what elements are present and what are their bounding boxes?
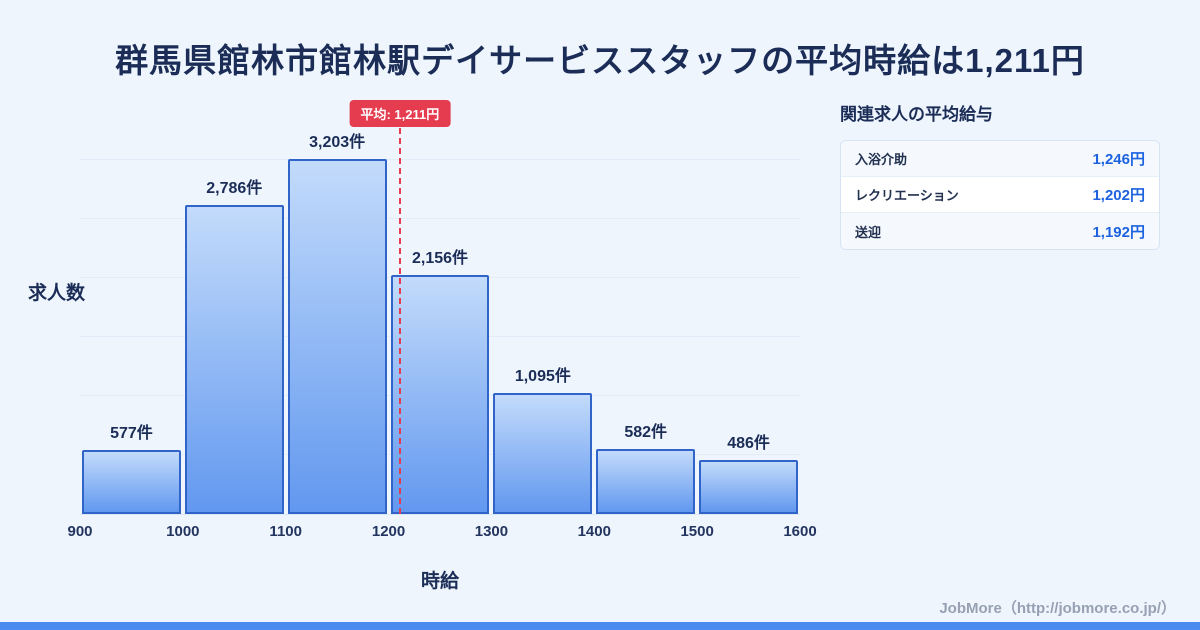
gridline — [80, 218, 800, 219]
related-job-value: 1,202円 — [1092, 187, 1145, 204]
x-tick-label: 1300 — [474, 523, 509, 540]
average-badge: 平均: 1,211円 — [349, 100, 451, 127]
bar-value-label: 577件 — [110, 425, 153, 442]
related-salary-panel-title: 関連求人の平均給与 — [840, 105, 993, 124]
x-tick-label: 1100 — [269, 523, 302, 540]
average-line — [398, 128, 401, 514]
bar-value-label: 2,786件 — [206, 180, 263, 197]
x-axis-label: 時給 — [420, 571, 459, 592]
histogram-bar-900-1000 — [82, 450, 181, 514]
related-job-label: 送迎 — [855, 224, 882, 240]
related-job-value: 1,246円 — [1092, 151, 1145, 168]
bar-value-label: 3,203件 — [309, 134, 366, 151]
gridline — [80, 159, 800, 160]
histogram-bar-1300-1400 — [493, 393, 593, 514]
bar-value-label: 1,095件 — [514, 368, 571, 385]
x-tick-label: 900 — [67, 523, 93, 540]
x-tick-label: 1200 — [371, 523, 406, 540]
related-salary-table: 入浴介助 1,246円レクリエーション 1,202円送迎 1,192円 — [840, 140, 1160, 250]
bars-layer: 577件 2,786件 3,203件 2,156件 1,095件 582件 486件 — [80, 100, 800, 514]
related-job-label: レクリエーション — [855, 188, 959, 203]
related-job-row: 入浴介助 1,246円 — [841, 141, 1159, 177]
bottom-accent-bar — [0, 622, 1200, 630]
x-tick-label: 1600 — [783, 523, 817, 540]
y-axis-label: 求人数 — [28, 283, 86, 304]
histogram-bar-1000-1100 — [184, 205, 284, 514]
histogram-bar-1400-1500 — [596, 449, 696, 514]
credit-text: JobMore（http://jobmore.co.jp/） — [939, 600, 1176, 617]
histogram-bar-1100-1200 — [287, 159, 387, 514]
related-job-row: レクリエーション 1,202円 — [841, 177, 1159, 213]
related-job-label: 入浴介助 — [855, 152, 908, 167]
plot-area: 577件 2,786件 3,203件 2,156件 1,095件 582件 486件 平均:… — [67, 100, 817, 540]
x-tick-label: 1400 — [577, 523, 611, 540]
x-tick-label: 1500 — [680, 523, 714, 540]
bar-value-label: 582件 — [624, 424, 668, 441]
related-job-value: 1,192円 — [1092, 223, 1145, 241]
related-job-row: 送迎 1,192円 — [841, 213, 1159, 249]
related-salary-panel: 関連求人の平均給与 入浴介助 1,246円レクリエーション 1,202円送迎 1,19… — [840, 100, 1160, 250]
histogram-bar-1200-1300 — [390, 275, 490, 514]
page-title: 群馬県館林市館林駅デイサービススタッフの平均時給は1,211円 — [115, 42, 1085, 79]
bar-value-label: 2,156件 — [411, 250, 469, 267]
histogram-bar-1500-1600 — [699, 460, 798, 514]
x-tick-label: 1000 — [166, 523, 200, 540]
bar-value-label: 486件 — [727, 435, 770, 452]
